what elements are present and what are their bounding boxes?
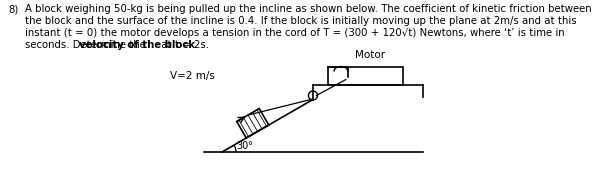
Text: the block and the surface of the incline is 0.4. If the block is initially movin: the block and the surface of the incline…	[25, 16, 577, 26]
Text: seconds. Determine the: seconds. Determine the	[25, 40, 149, 50]
Text: at t = 2s.: at t = 2s.	[158, 40, 209, 50]
Text: velocity of the block: velocity of the block	[79, 40, 195, 50]
Text: V=2 m/s: V=2 m/s	[170, 71, 215, 81]
Text: instant (t = 0) the motor develops a tension in the cord of T = (300 + 120√t) Ne: instant (t = 0) the motor develops a ten…	[25, 28, 565, 38]
Text: 8): 8)	[8, 4, 18, 14]
Text: Motor: Motor	[355, 50, 385, 61]
Text: 30°: 30°	[236, 141, 253, 151]
Text: A block weighing 50-kg is being pulled up the incline as shown below. The coeffi: A block weighing 50-kg is being pulled u…	[25, 4, 591, 14]
Bar	[328, 67, 403, 85]
